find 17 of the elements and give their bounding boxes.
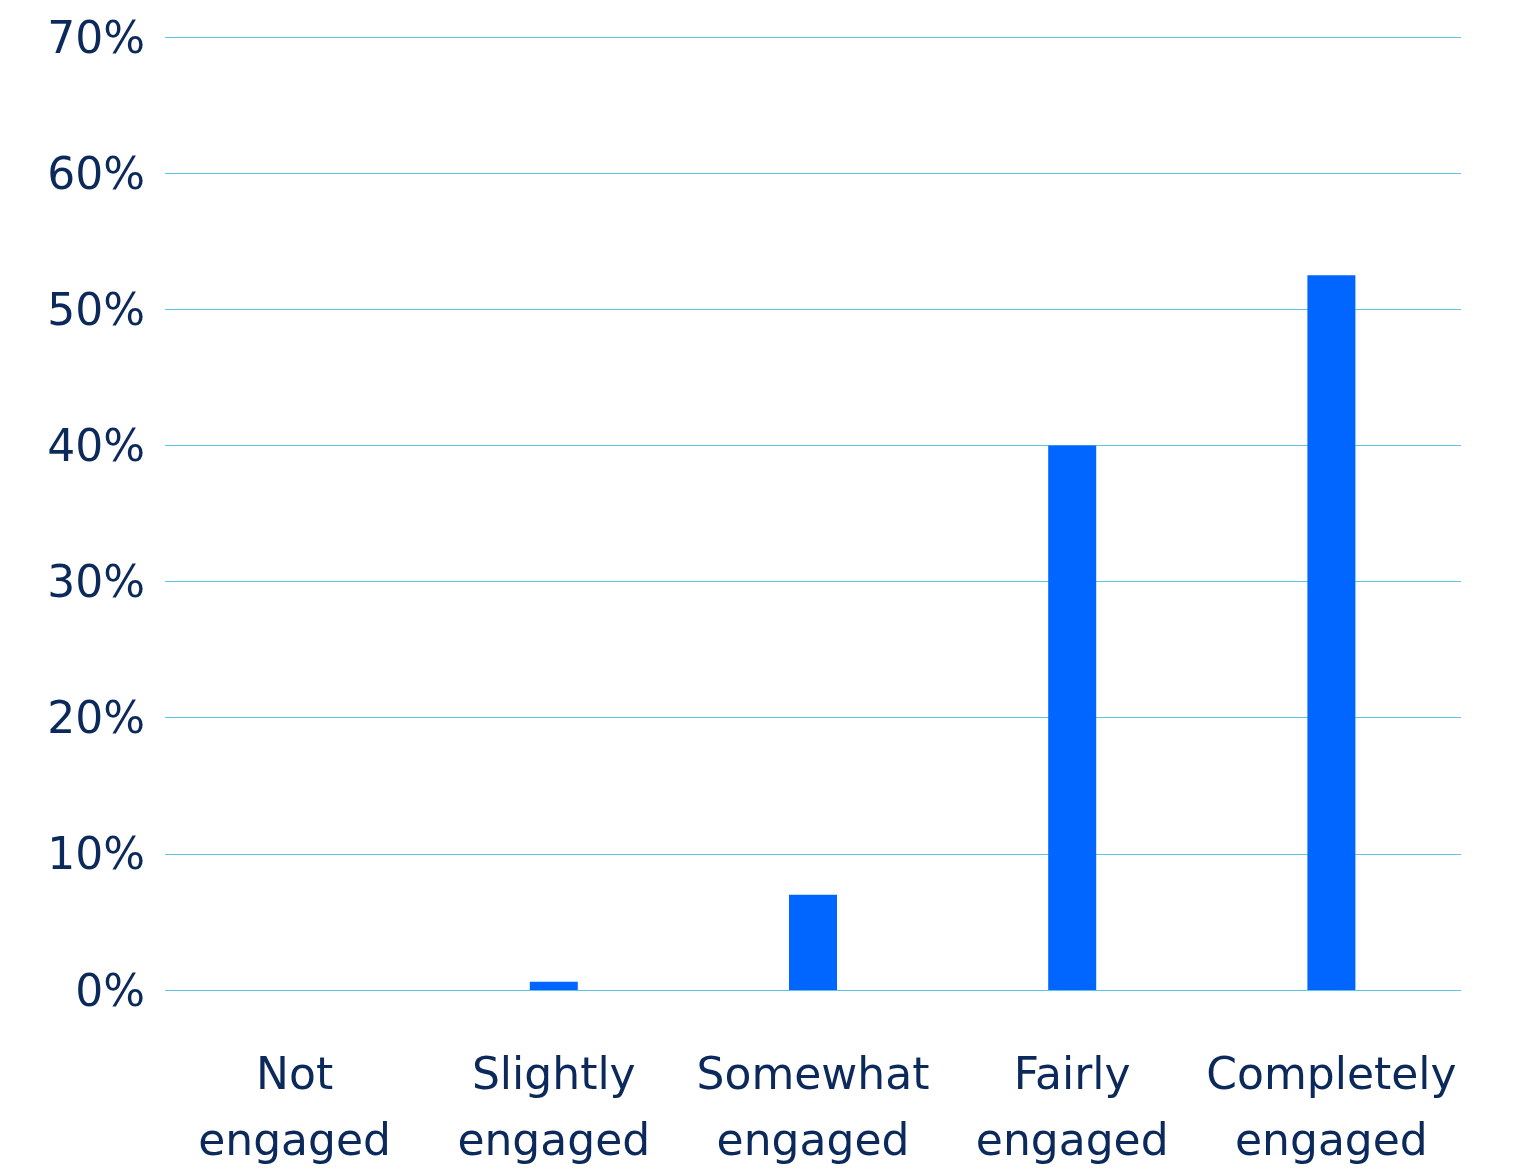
y-tick-label: 70% <box>47 11 145 63</box>
x-tick-label: Somewhat engaged <box>696 1047 930 1165</box>
y-tick-label: 0% <box>75 964 145 1016</box>
y-tick-label: 20% <box>47 692 145 744</box>
bar <box>1048 445 1097 990</box>
x-tick-label: Slightly engaged <box>457 1047 651 1165</box>
y-tick-label: 30% <box>47 556 145 608</box>
x-tick-label: Completely engaged <box>1206 1047 1457 1165</box>
y-tick-label: 60% <box>47 147 145 199</box>
y-tick-label: 40% <box>47 419 145 471</box>
x-tick-label: Not engaged <box>198 1047 391 1165</box>
bar <box>1307 275 1356 990</box>
bar <box>529 981 578 990</box>
y-tick-label: 10% <box>47 828 145 880</box>
y-tick-label: 50% <box>47 283 145 335</box>
x-tick-label: Fairly engaged <box>975 1047 1169 1165</box>
bar <box>789 894 837 990</box>
